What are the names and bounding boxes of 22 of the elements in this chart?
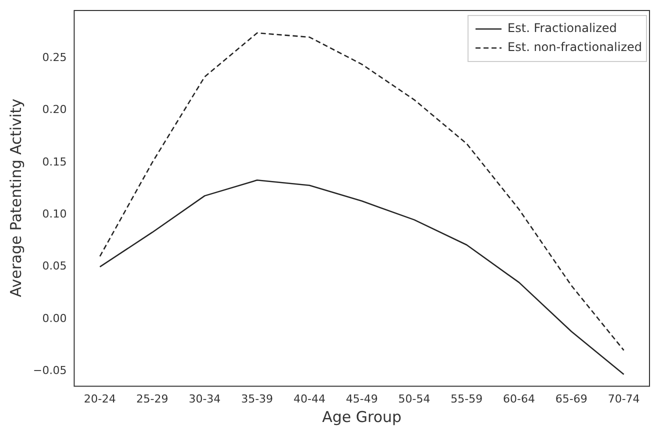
x-tick-label: 50-54 — [398, 392, 430, 406]
y-tick-label: 0.15 — [42, 155, 67, 168]
x-tick-label: 30-34 — [188, 392, 221, 406]
y-tick-label: −0.05 — [32, 364, 67, 378]
x-tick-label: 35-39 — [241, 392, 274, 406]
x-tick-label: 45-49 — [346, 392, 378, 406]
y-axis-title: Average Patenting Activity — [6, 98, 25, 298]
y-tick-label: 0.05 — [42, 260, 67, 273]
x-tick-label: 40-44 — [293, 392, 326, 406]
y-tick-label: 0.00 — [42, 312, 67, 325]
x-tick-label: 70-74 — [608, 392, 640, 406]
y-tick-label: 0.25 — [42, 50, 67, 64]
x-tick-label: 20-24 — [84, 392, 116, 406]
x-axis-title: Age Group — [322, 408, 402, 426]
x-tick-label: 25-29 — [136, 392, 168, 406]
x-tick-label: 65-69 — [555, 392, 588, 406]
legend-label: Est. Fractionalized — [508, 21, 617, 36]
x-tick-label: 60-64 — [503, 392, 536, 406]
y-tick-label: 0.10 — [42, 207, 67, 220]
y-tick-label: 0.20 — [42, 103, 67, 116]
legend-label: Est. non-fractionalized — [508, 40, 642, 54]
x-tick-label: 55-59 — [450, 392, 483, 406]
